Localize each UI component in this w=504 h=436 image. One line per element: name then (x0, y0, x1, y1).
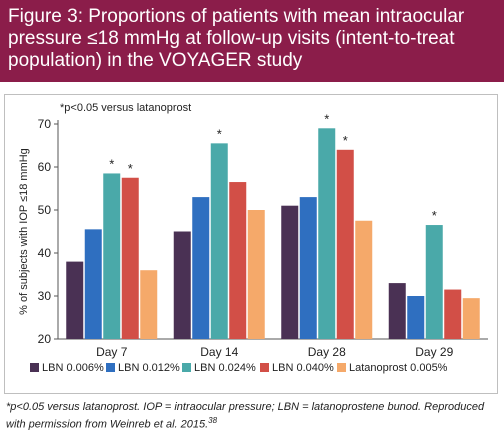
x-category-label: Day 7 (96, 345, 128, 359)
bar (355, 220, 373, 339)
figure-footnote: *p<0.05 versus latanoprost. IOP = intrao… (6, 400, 500, 432)
legend-label: Latanoprost 0.005% (349, 362, 448, 374)
significance-note: *p<0.05 versus latanoprost (60, 102, 191, 114)
legend-label: LBN 0.040% (272, 362, 334, 374)
legend-swatch (106, 363, 115, 372)
x-category-label: Day 28 (308, 345, 346, 359)
significance-star: * (432, 208, 437, 223)
bar (299, 197, 317, 339)
bar (281, 205, 299, 339)
y-tick-label: 70 (38, 117, 52, 131)
bar (425, 225, 443, 339)
legend-label: LBN 0.012% (118, 362, 180, 374)
significance-star: * (217, 126, 222, 141)
bar (173, 231, 191, 339)
y-tick-label: 20 (38, 332, 52, 346)
legend-swatch (30, 363, 39, 372)
bar (318, 128, 336, 339)
bar (140, 270, 158, 339)
bar (192, 197, 210, 339)
bar (247, 210, 265, 339)
bar (66, 261, 84, 339)
legend-swatch (337, 363, 346, 372)
bar (407, 296, 425, 339)
figure-header: Figure 3: Proportions of patients with m… (0, 0, 504, 82)
y-tick-label: 30 (38, 289, 52, 303)
significance-star: * (109, 156, 114, 171)
legend-swatch (260, 363, 269, 372)
bar (229, 182, 247, 339)
y-axis-label: % of subjects with IOP ≤18 mmHg (18, 148, 30, 315)
footnote-text: *p<0.05 versus latanoprost. IOP = intrao… (6, 401, 485, 431)
legend-swatch (182, 363, 191, 372)
bar (388, 283, 406, 339)
y-tick-label: 40 (38, 246, 52, 260)
legend-label: LBN 0.024% (194, 362, 256, 374)
y-tick-label: 50 (38, 203, 52, 217)
x-category-label: Day 29 (415, 345, 453, 359)
bar (84, 229, 102, 339)
significance-star: * (128, 161, 133, 176)
bar (444, 289, 462, 339)
bar (121, 177, 139, 339)
legend-label: LBN 0.006% (42, 362, 104, 374)
bar (336, 149, 354, 339)
bar (462, 298, 480, 339)
significance-star: * (343, 133, 348, 148)
bar (103, 173, 121, 339)
bar (210, 143, 228, 339)
y-tick-label: 60 (38, 160, 52, 174)
significance-star: * (324, 111, 329, 126)
footnote-reference: 38 (208, 416, 218, 425)
x-category-label: Day 14 (200, 345, 238, 359)
figure-title: Figure 3: Proportions of patients with m… (8, 6, 465, 71)
